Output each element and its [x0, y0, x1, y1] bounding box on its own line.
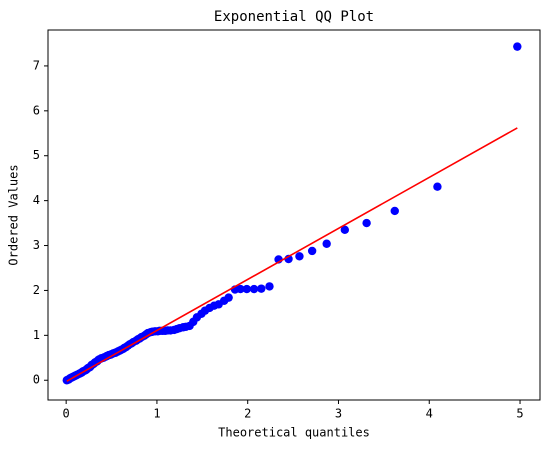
point [390, 206, 399, 216]
x-tick-label: 4 [426, 407, 433, 421]
point [265, 282, 274, 291]
point [340, 225, 350, 235]
y-tick-label: 0 [33, 373, 40, 387]
point [513, 42, 522, 51]
fit-line [66, 127, 518, 382]
point [322, 239, 331, 248]
x-tick-label: 0 [63, 407, 70, 421]
point [224, 293, 233, 302]
point [257, 284, 266, 293]
x-tick-label: 1 [153, 407, 160, 421]
x-tick-label: 2 [244, 407, 251, 421]
plot-frame [47, 29, 541, 401]
x-tick-label: 3 [335, 407, 342, 421]
y-tick-label: 1 [33, 328, 40, 342]
y-tick-label: 4 [33, 193, 40, 207]
point [236, 284, 245, 294]
point [307, 246, 317, 256]
point [295, 252, 304, 261]
chart-title: Exponential QQ Plot [214, 9, 374, 25]
y-tick-label: 3 [33, 238, 40, 252]
point [242, 284, 251, 294]
y-tick-label: 5 [33, 148, 40, 162]
y-tick-label: 7 [33, 58, 40, 72]
point [433, 182, 442, 191]
y-tick-label: 2 [33, 283, 40, 297]
x-tick-label: 5 [516, 407, 523, 421]
y-axis-label: Ordered Values [7, 164, 21, 265]
y-tick-label: 6 [33, 103, 40, 117]
point [249, 284, 259, 294]
x-axis-label: Theoretical quantiles [218, 426, 370, 440]
point [362, 218, 371, 228]
